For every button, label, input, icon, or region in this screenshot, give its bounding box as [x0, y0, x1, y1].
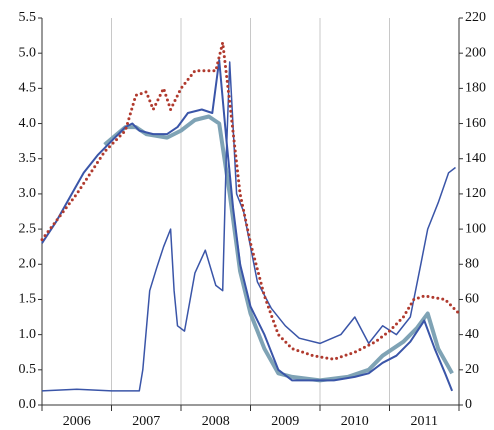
y-tick-label: 2.0 — [19, 256, 37, 271]
y-tick-label: 4.5 — [19, 81, 37, 96]
y2-tick-label: 160 — [465, 116, 486, 131]
y-tick-label: 2.5 — [19, 221, 37, 236]
y-tick-label: 1.5 — [19, 292, 37, 307]
x-tick-label: 2011 — [411, 414, 438, 429]
series-line — [103, 114, 454, 383]
y2-tick-label: 100 — [465, 221, 486, 236]
y2-tick-label: 220 — [465, 10, 486, 25]
x-tick-label: 2010 — [341, 414, 369, 429]
series-line — [41, 61, 456, 392]
y2-tick-label: 120 — [465, 186, 486, 201]
y-tick-label: 5.5 — [19, 10, 37, 25]
x-tick-label: 2009 — [271, 414, 299, 429]
y-tick-label: 3.5 — [19, 151, 37, 166]
x-tick-label: 2006 — [63, 414, 91, 429]
y-tick-label: 0.0 — [19, 397, 37, 412]
y-tick-label: 5.0 — [19, 45, 37, 60]
y2-tick-label: 140 — [465, 151, 486, 166]
x-tick-label: 2007 — [132, 414, 160, 429]
y2-tick-label: 180 — [465, 81, 486, 96]
y2-tick-label: 60 — [465, 292, 479, 307]
y-tick-label: 1.0 — [19, 327, 37, 342]
y2-tick-label: 200 — [465, 45, 486, 60]
x-tick-label: 2008 — [202, 414, 230, 429]
y-tick-label: 3.0 — [19, 186, 37, 201]
y-tick-label: 4.0 — [19, 116, 37, 131]
y2-tick-label: 0 — [465, 397, 472, 412]
y-tick-label: 0.5 — [19, 362, 37, 377]
y2-tick-label: 20 — [465, 362, 479, 377]
series-line — [41, 59, 454, 392]
y2-tick-label: 80 — [465, 256, 479, 271]
y2-tick-label: 40 — [465, 327, 479, 342]
